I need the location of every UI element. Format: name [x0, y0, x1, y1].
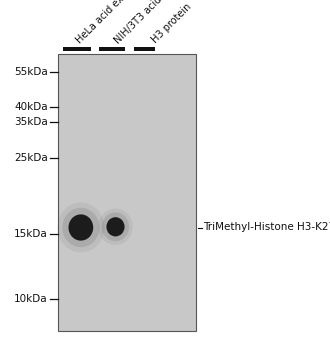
Ellipse shape [62, 208, 99, 247]
Bar [134, 47, 155, 51]
Text: 10kDa: 10kDa [14, 294, 48, 304]
Text: 35kDa: 35kDa [14, 117, 48, 127]
Ellipse shape [69, 214, 93, 241]
Text: H3 protein: H3 protein [150, 2, 194, 46]
Text: 40kDa: 40kDa [14, 102, 48, 112]
Bar [99, 47, 125, 51]
Text: 15kDa: 15kDa [14, 229, 48, 239]
Bar [58, 54, 196, 331]
Text: 55kDa: 55kDa [14, 67, 48, 77]
Ellipse shape [106, 217, 124, 237]
Ellipse shape [102, 212, 129, 241]
Ellipse shape [98, 209, 133, 245]
Text: TriMethyl-Histone H3-K27: TriMethyl-Histone H3-K27 [203, 223, 330, 232]
Ellipse shape [57, 203, 104, 252]
Text: NIH/3T3 acid extract: NIH/3T3 acid extract [112, 0, 190, 46]
Text: HeLa acid extract: HeLa acid extract [74, 0, 142, 46]
Text: 25kDa: 25kDa [14, 153, 48, 163]
Bar [63, 47, 91, 51]
